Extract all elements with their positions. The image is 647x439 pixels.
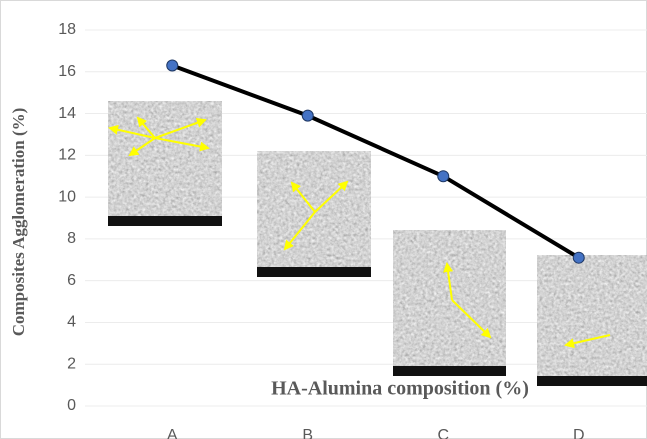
- arrows: [443, 262, 492, 339]
- data-point: [301, 109, 314, 122]
- micrograph: [537, 255, 647, 386]
- x-tick-label: A: [167, 427, 178, 439]
- arrows: [564, 334, 611, 349]
- y-tick-label: 10: [58, 188, 76, 205]
- micrograph-caption: [393, 366, 506, 376]
- y-tick-label: 0: [67, 397, 76, 414]
- arrows: [108, 116, 210, 157]
- y-axis-label: Composites Agglomeration (%): [9, 108, 28, 337]
- micrograph-caption: [108, 216, 222, 226]
- y-tick-label: 18: [58, 21, 76, 38]
- y-tick-label: 8: [67, 230, 76, 247]
- y-tick-label: 14: [58, 105, 76, 122]
- y-tick-label: 2: [67, 355, 76, 372]
- y-tick-label: 12: [58, 147, 76, 164]
- x-axis-label: HA-Alumina composition (%): [271, 378, 529, 400]
- data-point: [166, 59, 179, 72]
- arrows: [283, 180, 349, 251]
- data-point: [437, 170, 450, 183]
- micrographs: [108, 101, 647, 386]
- micrograph-caption: [257, 267, 371, 277]
- micrograph-caption: [537, 376, 647, 386]
- data-point: [572, 251, 585, 264]
- micrograph: [393, 230, 506, 376]
- data-line: [171, 63, 580, 260]
- x-tick-label: C: [437, 427, 449, 439]
- y-tick-label: 6: [67, 272, 76, 289]
- x-tick-label: B: [302, 427, 313, 439]
- y-tick-label: 4: [67, 314, 76, 331]
- x-tick-label: D: [573, 427, 585, 439]
- y-tick-label: 16: [58, 63, 76, 80]
